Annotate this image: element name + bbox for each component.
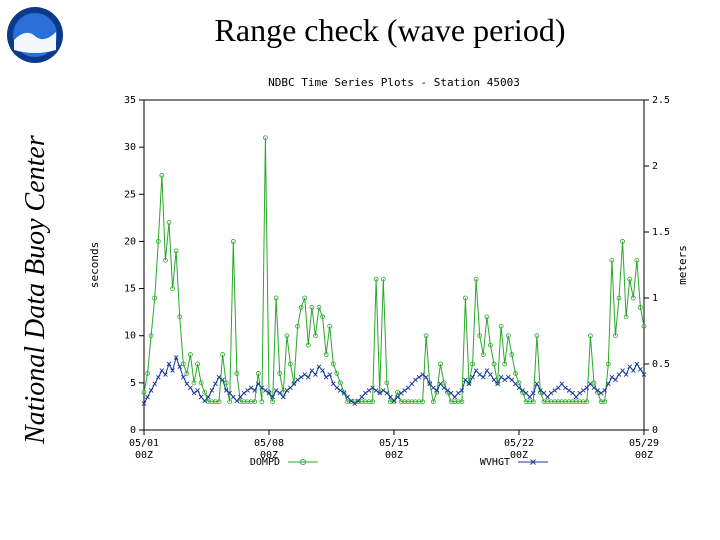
svg-text:05/29: 05/29	[629, 438, 659, 449]
svg-text:DOMPD: DOMPD	[250, 457, 280, 468]
time-series-chart: NDBC Time Series Plots - Station 4500305…	[80, 70, 700, 500]
svg-text:2.5: 2.5	[652, 95, 670, 106]
svg-text:1: 1	[652, 293, 658, 304]
svg-text:0.5: 0.5	[652, 359, 670, 370]
svg-text:05/15: 05/15	[379, 438, 409, 449]
svg-text:05/01: 05/01	[129, 438, 159, 449]
svg-text:1.5: 1.5	[652, 227, 670, 238]
sidebar-org-label: National Data Buoy Center	[20, 80, 60, 500]
svg-text:00Z: 00Z	[385, 450, 403, 461]
svg-text:0: 0	[130, 425, 136, 436]
svg-text:5: 5	[130, 378, 136, 389]
svg-text:00Z: 00Z	[135, 450, 153, 461]
svg-text:meters: meters	[676, 245, 689, 285]
svg-text:35: 35	[124, 95, 136, 106]
svg-text:25: 25	[124, 189, 136, 200]
slide-title: Range check (wave period)	[70, 12, 710, 49]
svg-text:2: 2	[652, 161, 658, 172]
svg-text:seconds: seconds	[88, 242, 101, 288]
sidebar-org-text: National Data Buoy Center	[20, 80, 52, 500]
svg-text:10: 10	[124, 331, 136, 342]
svg-text:00Z: 00Z	[635, 450, 653, 461]
svg-text:30: 30	[124, 142, 136, 153]
noaa-logo	[6, 6, 64, 64]
svg-text:WVHGT: WVHGT	[480, 457, 510, 468]
svg-text:05/08: 05/08	[254, 438, 284, 449]
svg-text:15: 15	[124, 284, 136, 295]
svg-text:00Z: 00Z	[510, 450, 528, 461]
svg-text:0: 0	[652, 425, 658, 436]
svg-text:05/22: 05/22	[504, 438, 534, 449]
svg-text:20: 20	[124, 236, 136, 247]
svg-text:NDBC Time Series Plots - Stati: NDBC Time Series Plots - Station 45003	[268, 76, 520, 89]
